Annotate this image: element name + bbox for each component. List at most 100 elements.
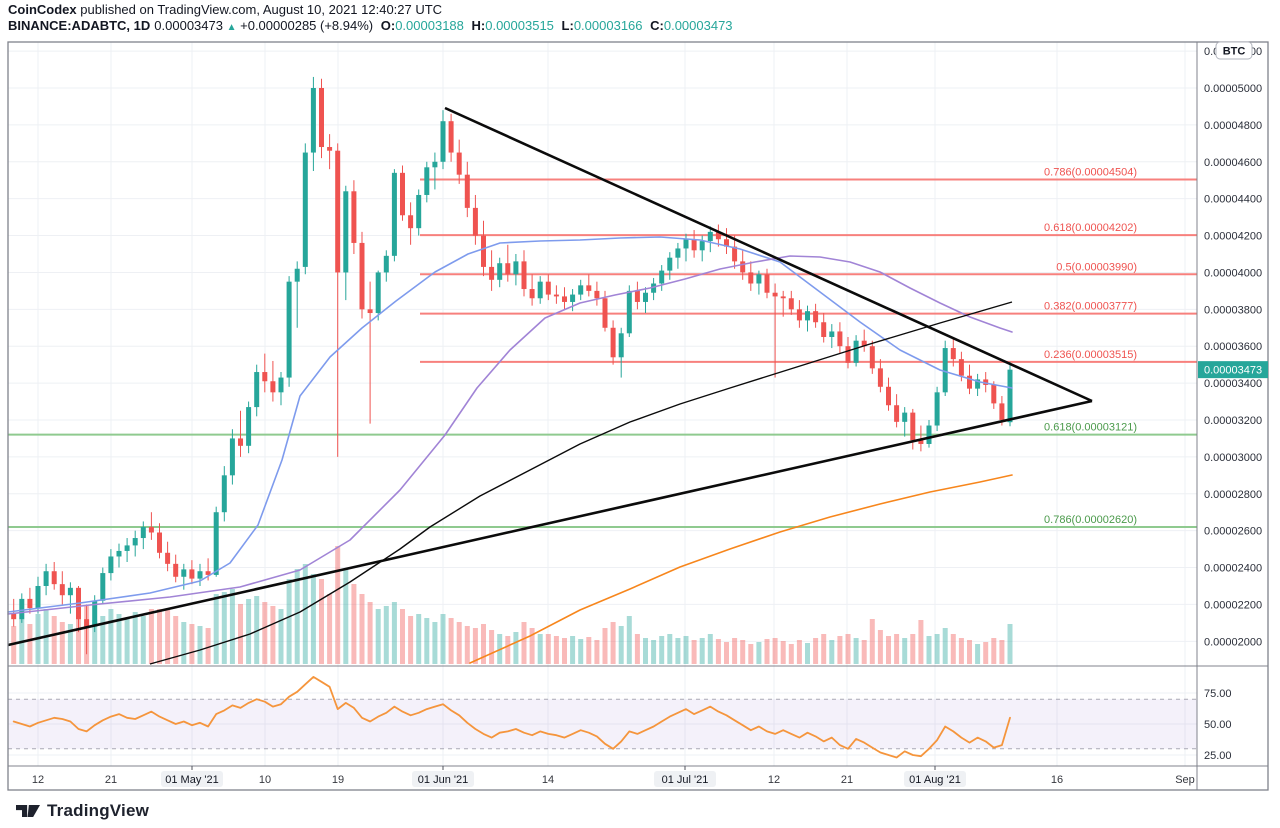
candle-body [805,311,810,321]
candle-body [562,296,567,302]
rsi-axis-label: 25.00 [1204,750,1232,762]
volume-bar [124,618,130,664]
volume-bar [869,619,875,664]
candle-body [440,121,446,162]
price-axis-label: 0.00003400 [1204,378,1262,390]
candle-body [286,281,292,378]
time-axis-label: 21 [841,774,853,786]
last-price: 0.00003473 [154,18,223,33]
time-axis-label: 21 [105,774,117,786]
volume-bar [942,628,948,664]
fib-resistance-label: 0.236(0.00003515) [1044,349,1137,361]
volume-bar [489,630,495,664]
candle-body [634,290,640,302]
ascending-triangle-edge[interactable] [7,399,1093,647]
candle-body [456,152,462,175]
volume-bar [189,624,195,664]
volume-bar [400,609,405,664]
time-label-chip [904,771,966,787]
volume-bar [707,634,713,664]
candle-body [35,585,41,609]
volume-bar [813,638,819,664]
candle-body [319,88,324,148]
currency-chip[interactable] [1215,41,1253,60]
volume-bar [59,622,65,664]
volume-bar [108,609,114,664]
candle-body [294,268,300,282]
candle-body [238,438,243,446]
tradingview-logo-icon [16,805,40,817]
volume-bar [618,626,624,664]
last-price-badge [1198,361,1268,379]
volume-bar [67,624,73,664]
candle-body [910,412,916,441]
candle-body [732,246,738,262]
candle-body [894,405,900,422]
candle-body [740,261,746,273]
candle-body [108,556,114,574]
candle-body [27,598,33,609]
symbol-name[interactable]: BINANCE:ADABTC, 1D [8,18,151,33]
volume-bar [861,640,867,664]
volume-bar [902,638,908,664]
volume-bar [383,606,389,664]
candle-body [11,613,17,620]
close-label: C: [650,18,664,33]
volume-bar [545,634,551,664]
volume-bar [270,606,276,664]
candle-body [408,215,414,229]
candle-body [513,261,519,275]
price-axis-label: 0.00005000 [1204,83,1262,95]
candle-body [59,584,65,596]
fib-support-label: 0.786(0.00002620) [1044,514,1137,526]
candle-body [886,386,891,406]
rsi-axis-label: 75.00 [1204,688,1232,700]
volume-bar [724,642,729,664]
volume-bar [310,574,316,664]
candle-body [254,372,260,408]
volume-bar [424,618,430,664]
thin-support-curve[interactable] [149,301,1013,665]
candle-body [691,239,697,251]
price-axis-label: 0.00002400 [1204,563,1262,575]
candle-body [521,261,527,290]
price-change: +0.00000285 (+8.94%) [240,18,374,33]
candle-body [165,552,171,564]
volume-bar [772,638,778,664]
candle-body [537,281,543,299]
candle-body [861,340,867,347]
candle-body [707,231,713,242]
price-axis-label: 0.00004600 [1204,157,1262,169]
fib-resistance-label: 0.5(0.00003990) [1056,261,1137,273]
candle-body [391,172,397,256]
volume-bar [432,622,438,664]
volume-bar [764,639,770,664]
volume-bar [796,640,802,664]
volume-bar [335,546,341,664]
volume-bar [440,614,446,664]
candle-body [472,207,478,236]
volume-bar [634,634,640,664]
volume-bar [594,640,600,664]
candle-body [586,285,592,291]
tradingview-logo-text: TradingView [47,801,150,820]
descending-triangle-edge[interactable] [444,106,1093,403]
candle-body [116,550,122,557]
candle-body [529,289,535,299]
volume-bar [229,589,235,664]
volume-bar [165,609,171,664]
candle-body [51,571,57,585]
time-label-chip [654,771,716,787]
fib-resistance-label: 0.618(0.00004202) [1044,222,1137,234]
volume-bar [586,637,592,664]
time-axis-label: 16 [1051,774,1063,786]
volume-bar [788,644,794,664]
volume-bar [805,643,810,664]
candle-body [262,372,268,382]
volume-bar [464,626,470,664]
last-price-badge-label: 0.00003473 [1204,365,1262,377]
volume-bar [302,564,308,664]
volume-bar [926,636,932,664]
time-label-chip [161,771,223,787]
